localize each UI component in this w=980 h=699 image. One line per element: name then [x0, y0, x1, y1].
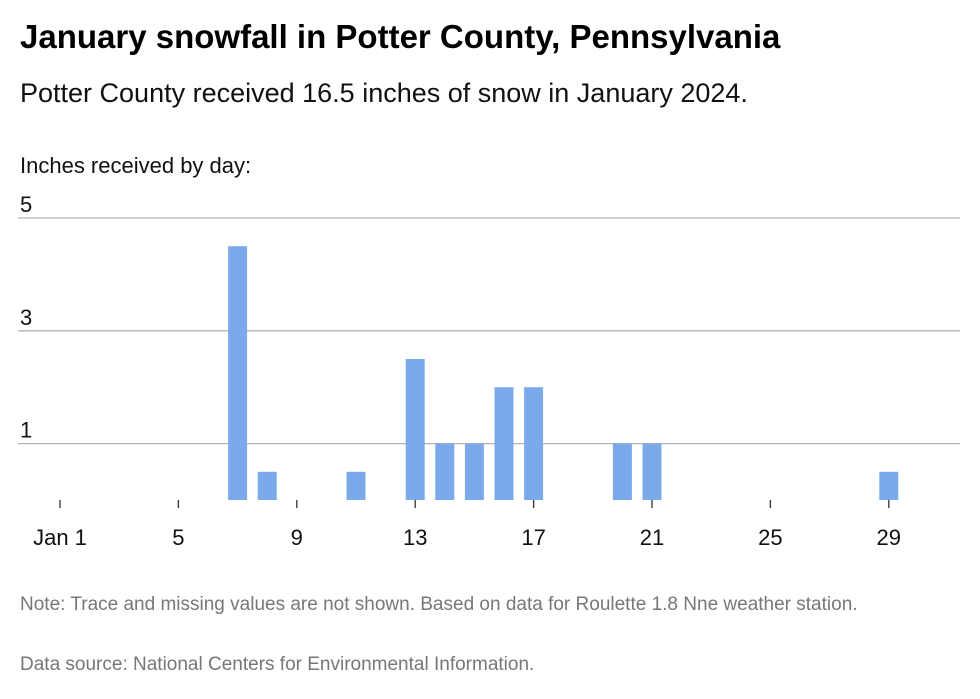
- x-tick-label: 5: [172, 525, 184, 550]
- x-tick-label: Jan 1: [33, 525, 87, 550]
- x-tick-label: 29: [877, 525, 901, 550]
- data-source: Data source: National Centers for Enviro…: [20, 654, 535, 675]
- bar-jan-14: [435, 443, 455, 500]
- y-tick-label: 5: [20, 192, 32, 217]
- x-tick-label: 21: [640, 525, 664, 550]
- x-tick-label: 13: [403, 525, 427, 550]
- bar-jan-29: [879, 471, 899, 500]
- bar-jan-17: [524, 387, 544, 500]
- chart-note: Note: Trace and missing values are not s…: [20, 594, 858, 615]
- bar-jan-13: [405, 359, 425, 500]
- chart-subtitle: Potter County received 16.5 inches of sn…: [20, 78, 748, 108]
- bar-jan-7: [228, 246, 248, 500]
- x-tick-label: 17: [521, 525, 545, 550]
- x-tick-label: 25: [758, 525, 782, 550]
- bar-jan-8: [257, 471, 277, 500]
- chart-title: January snowfall in Potter County, Penns…: [20, 18, 781, 55]
- bar-jan-16: [494, 387, 514, 500]
- bar-jan-20: [612, 443, 632, 500]
- y-axis-label: Inches received by day:: [20, 153, 252, 178]
- bar-jan-21: [642, 443, 662, 500]
- x-tick-label: 9: [291, 525, 303, 550]
- bar-jan-15: [464, 443, 484, 500]
- y-tick-label: 3: [20, 305, 32, 330]
- y-tick-label: 1: [20, 418, 32, 443]
- bar-jan-11: [346, 471, 366, 500]
